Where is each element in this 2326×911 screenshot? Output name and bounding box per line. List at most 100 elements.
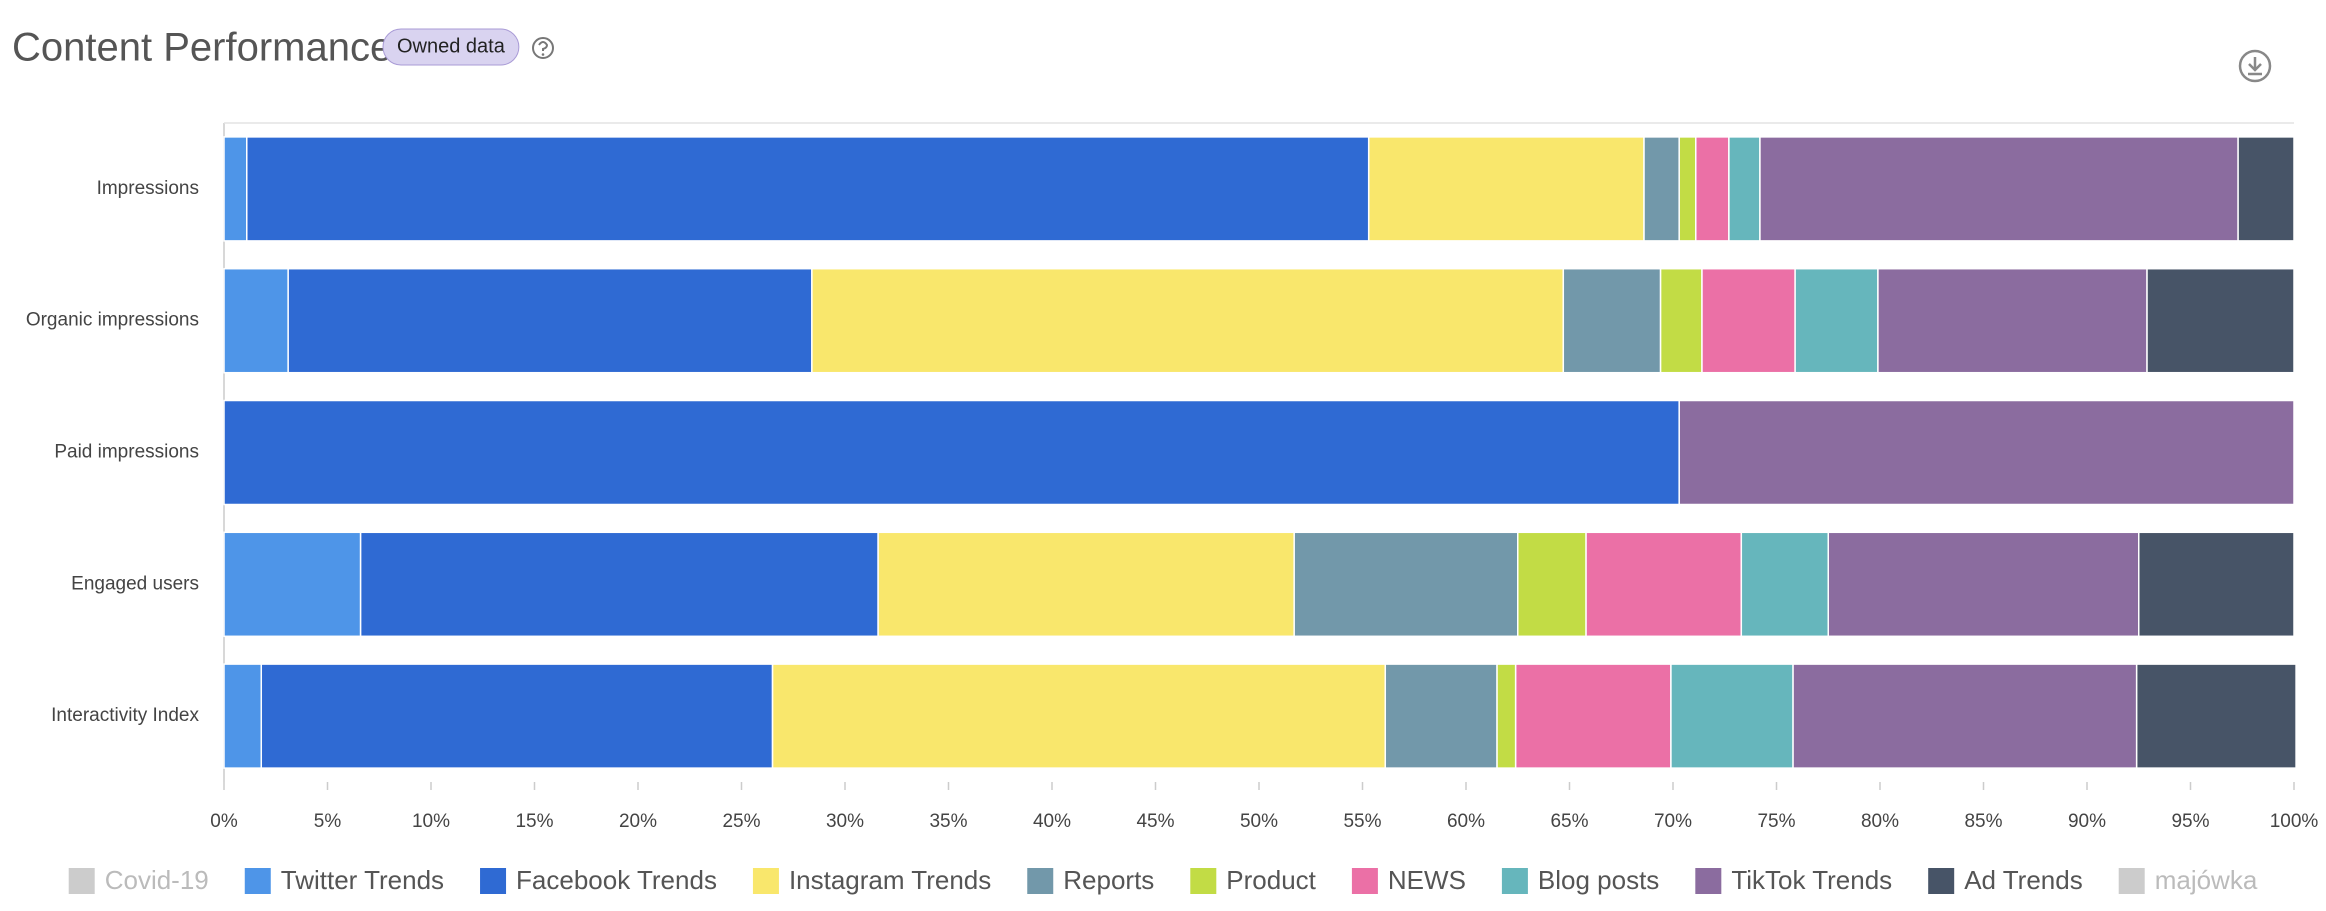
bar-segment bbox=[1740, 531, 1830, 638]
bar-segment bbox=[2135, 663, 2297, 769]
x-tick-label: 70% bbox=[1654, 811, 1692, 832]
legend-item[interactable]: Covid-19 bbox=[68, 865, 209, 895]
bar-segment bbox=[1496, 663, 1517, 769]
bar-segment bbox=[1659, 267, 1703, 374]
x-tick-label: 10% bbox=[412, 811, 450, 832]
x-tick-label: 25% bbox=[722, 811, 760, 832]
legend-label: Facebook Trends bbox=[516, 865, 717, 895]
bar-segment bbox=[2237, 136, 2295, 242]
x-tick-label: 55% bbox=[1343, 811, 1381, 832]
bar-segment bbox=[246, 136, 1370, 242]
bar-segment bbox=[223, 399, 1680, 506]
x-tick-label: 90% bbox=[2068, 811, 2106, 832]
bar-segment bbox=[1678, 399, 2295, 506]
bar-segment bbox=[1367, 136, 1645, 242]
bar-segment bbox=[223, 267, 289, 374]
bar-segment bbox=[223, 136, 248, 242]
bar-segment bbox=[1562, 267, 1662, 374]
legend-label: TikTok Trends bbox=[1731, 865, 1892, 895]
legend-item[interactable]: Reports bbox=[1027, 865, 1154, 895]
x-tick-label: 40% bbox=[1033, 811, 1071, 832]
bar-segment bbox=[287, 267, 813, 374]
x-tick-label: 60% bbox=[1447, 811, 1485, 832]
bar-segment bbox=[1643, 136, 1680, 242]
legend-label: Instagram Trends bbox=[789, 865, 991, 895]
legend: Covid-19 Twitter Trends Facebook Trends Ins… bbox=[68, 865, 2258, 895]
bar-segment bbox=[877, 531, 1295, 638]
bar-segment bbox=[2138, 531, 2295, 638]
legend-swatch bbox=[752, 868, 779, 894]
legend-swatch bbox=[1501, 868, 1528, 894]
x-tick-label: 75% bbox=[1757, 811, 1795, 832]
y-tick-label: Organic impressions bbox=[26, 310, 199, 331]
bar-segment bbox=[359, 531, 879, 638]
bar-segment bbox=[1728, 136, 1761, 242]
x-tick-label: 5% bbox=[314, 811, 342, 832]
x-tick-label: 35% bbox=[929, 811, 967, 832]
bar-segment bbox=[1701, 267, 1796, 374]
bar-segment bbox=[1792, 663, 2138, 769]
x-tick-label: 30% bbox=[826, 811, 864, 832]
legend-swatch bbox=[1351, 868, 1378, 894]
legend-label: Covid-19 bbox=[105, 865, 209, 895]
chart-title: Content Performance bbox=[12, 26, 392, 70]
legend-label: Blog posts bbox=[1538, 865, 1659, 895]
legend-item[interactable]: majówka bbox=[2118, 865, 2258, 895]
legend-swatch bbox=[2118, 868, 2145, 894]
x-tick-label: 45% bbox=[1136, 811, 1174, 832]
bar-segment bbox=[1670, 663, 1794, 769]
legend-label: NEWS bbox=[1388, 865, 1466, 895]
bar-segment bbox=[1827, 531, 2140, 638]
x-tick-label: 15% bbox=[515, 811, 553, 832]
bar-segment bbox=[260, 663, 774, 769]
legend-item[interactable]: Ad Trends bbox=[1928, 865, 2083, 895]
legend-swatch bbox=[244, 868, 271, 894]
legend-swatch bbox=[1190, 868, 1217, 894]
legend-item[interactable]: Product bbox=[1190, 865, 1317, 895]
bar-segment bbox=[1695, 136, 1730, 242]
legend-swatch bbox=[1027, 868, 1054, 894]
y-tick-label: Impressions bbox=[97, 178, 199, 199]
legend-swatch bbox=[68, 868, 95, 894]
x-tick-label: 85% bbox=[1964, 811, 2002, 832]
legend-swatch bbox=[1695, 868, 1722, 894]
y-tick-label: Paid impressions bbox=[54, 442, 199, 463]
help-icon[interactable] bbox=[532, 37, 554, 59]
legend-label: Reports bbox=[1063, 865, 1154, 895]
x-tick-label: 100% bbox=[2270, 811, 2319, 832]
y-tick-label: Engaged users bbox=[71, 573, 199, 594]
legend-label: Twitter Trends bbox=[281, 865, 444, 895]
bar-segment bbox=[1759, 136, 2239, 242]
x-tick-label: 0% bbox=[210, 811, 238, 832]
bar-segment bbox=[1585, 531, 1743, 638]
download-icon[interactable] bbox=[2238, 49, 2272, 83]
legend-item[interactable]: Twitter Trends bbox=[244, 865, 444, 895]
bar-segment bbox=[2146, 267, 2295, 374]
legend-swatch bbox=[1928, 868, 1955, 894]
legend-label: majówka bbox=[2155, 865, 2258, 895]
bar-segment bbox=[811, 267, 1565, 374]
x-tick-label: 80% bbox=[1861, 811, 1899, 832]
bar-segment bbox=[771, 663, 1387, 769]
bar-segment bbox=[1794, 267, 1879, 374]
legend-item[interactable]: NEWS bbox=[1351, 865, 1466, 895]
legend-item[interactable]: TikTok Trends bbox=[1695, 865, 1892, 895]
y-tick-label: Interactivity Index bbox=[51, 705, 199, 726]
x-tick-label: 95% bbox=[2171, 811, 2209, 832]
legend-label: Ad Trends bbox=[1964, 865, 2083, 895]
bar-segment bbox=[223, 663, 263, 769]
x-tick-label: 20% bbox=[619, 811, 657, 832]
bar-segment bbox=[223, 531, 362, 638]
bar-segment bbox=[1678, 136, 1697, 242]
bar-segment bbox=[1384, 663, 1498, 769]
badge-text: Owned data bbox=[397, 35, 506, 57]
legend-label: Product bbox=[1226, 865, 1316, 895]
legend-item[interactable]: Instagram Trends bbox=[752, 865, 991, 895]
bar-segment bbox=[1877, 267, 2148, 374]
legend-item[interactable]: Facebook Trends bbox=[480, 865, 717, 895]
bar-segment bbox=[1293, 531, 1519, 638]
legend-item[interactable]: Blog posts bbox=[1501, 865, 1659, 895]
x-tick-label: 65% bbox=[1550, 811, 1588, 832]
